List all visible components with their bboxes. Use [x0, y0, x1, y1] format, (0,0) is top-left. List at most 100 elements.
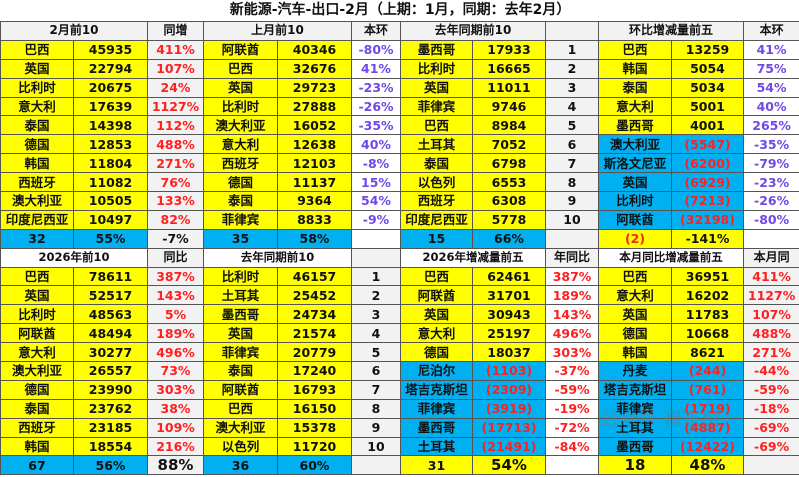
top-cell-pct: -8% [351, 153, 401, 174]
top-cell-value: 29723 [277, 77, 352, 98]
top-cell-pct: -26% [351, 96, 401, 117]
top-cell-rank: 2 [545, 58, 599, 79]
bottom-cell-value: 17240 [277, 361, 352, 381]
bottom-cell-pct: 387% [147, 266, 204, 287]
top-table-row: 英国 22794 107% 巴西 32676 41% 比利时 16665 2 韩国 5054 75% [0, 58, 799, 79]
bottom-cell-value: 15378 [277, 417, 352, 438]
bottom-rank-header-b: 去年同期前10 [203, 247, 352, 268]
top-cell-country: 西班牙 [0, 172, 74, 193]
top-cell-pct: -79% [742, 153, 799, 174]
bottom-cell-country: 德国 [0, 379, 74, 400]
bottom-cell-country: 英国 [0, 285, 74, 306]
top-cell-country: 土耳其 [400, 134, 473, 155]
bottom-cell-country: 西班牙 [0, 417, 74, 438]
top-summary-cell: 32 [0, 228, 74, 249]
top-cell-pct: -35% [351, 115, 401, 136]
bottom-cell-country: 澳大利亚 [203, 417, 278, 438]
bottom-cell-value: 8621 [671, 342, 744, 363]
top-cell-country: 以色列 [400, 172, 473, 193]
bottom-cell-pct: 4 [351, 323, 401, 344]
top-cell-value: 32676 [277, 58, 352, 79]
top-cell-country: 德国 [0, 134, 74, 155]
top-cell-pct: 41% [351, 58, 401, 79]
bottom-pct-header-a: 同比 [147, 247, 204, 268]
top-cell-pct: 54% [742, 77, 799, 98]
bottom-table-row: 澳大利亚 26557 73% 泰国 17240 6 尼泊尔 (1103) -37% 丹麦 (244)… [0, 361, 799, 381]
bottom-cell-value: 11720 [277, 436, 352, 457]
bottom-summary-row: 67 56% 88% 36 60% 31 54% 18 48% [0, 455, 799, 476]
top-cell-pct: 82% [147, 209, 204, 230]
top-cell-rank: 1 [545, 39, 599, 60]
top-cell-country: 泰国 [400, 153, 473, 174]
top-table-row: 泰国 14398 112% 澳大利亚 16052 -35% 巴西 8984 5 墨西哥 4001 26… [0, 115, 799, 136]
bottom-table-row: 意大利 30277 496% 菲律宾 20779 5 德国 18037 303% 韩国 8621 27… [0, 342, 799, 363]
bottom-cell-pct: 488% [742, 323, 799, 344]
bottom-cell-value: (12422) [671, 436, 744, 457]
top-cell-country: 澳大利亚 [203, 115, 278, 136]
top-cell-country: 巴西 [0, 39, 74, 60]
bottom-cell-rank: -72% [545, 417, 599, 438]
bottom-cell-pct: 496% [147, 342, 204, 363]
top-cell-country: 比利时 [400, 58, 473, 79]
bottom-cell-country: 尼泊尔 [400, 361, 473, 381]
bottom-cell-country: 澳大利亚 [0, 361, 74, 381]
top-table-row: 比利时 20675 24% 英国 29723 -23% 英国 11011 3 泰国 5034 54% [0, 77, 799, 98]
bottom-summary-cell: 67 [0, 455, 74, 476]
bottom-cell-pct: 271% [742, 342, 799, 363]
top-cell-value: 5034 [671, 77, 744, 98]
top-cell-country: 巴西 [598, 39, 672, 60]
top-cell-country: 泰国 [0, 115, 74, 136]
bottom-table-row: 泰国 23762 38% 巴西 16150 8 菲律宾 (3919) -19% 菲律宾 (1719)… [0, 398, 799, 419]
bottom-summary-cell: 36 [203, 455, 278, 476]
top-cell-value: 10497 [73, 209, 148, 230]
top-cell-country: 墨西哥 [598, 115, 672, 136]
top-pct-header-d: 本环 [742, 21, 799, 41]
bottom-cell-country: 塔吉克斯坦 [400, 379, 473, 400]
top-cell-pct: 265% [742, 115, 799, 136]
top-cell-value: 7052 [472, 134, 546, 155]
bottom-cell-value: (1103) [472, 361, 546, 381]
top-cell-rank: 4 [545, 96, 599, 117]
top-cell-pct: 112% [147, 115, 204, 136]
top-cell-value: 45935 [73, 39, 148, 60]
bottom-cell-pct: 411% [742, 266, 799, 287]
bottom-cell-pct: 1127% [742, 285, 799, 306]
bottom-cell-country: 巴西 [0, 266, 74, 287]
bottom-header-row: 2026年前10 同比 去年同期前10 2026年增减量前五 年同比 本月同比增减量前五本… [0, 247, 799, 268]
top-cell-country: 巴西 [203, 58, 278, 79]
top-cell-value: 12103 [277, 153, 352, 174]
top-cell-value: 40346 [277, 39, 352, 60]
bottom-cell-value: 16202 [671, 285, 744, 306]
top-cell-pct: -23% [351, 77, 401, 98]
top-summary-cell: -141% [671, 228, 744, 249]
bottom-cell-value: 16793 [277, 379, 352, 400]
bottom-summary-cell [351, 455, 401, 476]
top-cell-country: 西班牙 [203, 153, 278, 174]
bottom-cell-rank: 143% [545, 304, 599, 325]
page-title: 新能源-汽车-出口-2月（上期：1月，同期：去年2月） [0, 0, 799, 22]
bottom-cell-rank: 387% [545, 266, 599, 287]
top-cell-value: 12638 [277, 134, 352, 155]
top-cell-value: 16665 [472, 58, 546, 79]
bottom-cell-country: 英国 [598, 304, 672, 325]
bottom-table-row: 巴西 78611 387% 比利时 46157 1 巴西 62461 387% 巴西 36951 41… [0, 266, 799, 287]
top-cell-value: 22794 [73, 58, 148, 79]
bottom-cell-pct: -69% [742, 417, 799, 438]
top-cell-value: 14398 [73, 115, 148, 136]
bottom-cell-value: 18037 [472, 342, 546, 363]
bottom-cell-pct: 107% [742, 304, 799, 325]
top-cell-country: 比利时 [0, 77, 74, 98]
bottom-cell-value: 16150 [277, 398, 352, 419]
top-cell-value: (6929) [671, 172, 744, 193]
bottom-table-row: 阿联酋 48494 189% 英国 21574 4 意大利 25197 496% 德国 10668 4… [0, 323, 799, 344]
top-cell-country: 澳大利亚 [598, 134, 672, 155]
bottom-table-row: 德国 23990 303% 阿联酋 16793 7 塔吉克斯坦 (2309) -59% 塔吉克斯坦… [0, 379, 799, 400]
bottom-cell-country: 巴西 [598, 266, 672, 287]
top-cell-value: 20675 [73, 77, 148, 98]
top-cell-country: 斯洛文尼亚 [598, 153, 672, 174]
bottom-cell-country: 墨西哥 [400, 417, 473, 438]
top-cell-pct: 40% [742, 96, 799, 117]
top-summary-row: 32 55% -7% 35 58% 15 66% (2) -141% [0, 228, 799, 249]
bottom-cell-pct: 7 [351, 379, 401, 400]
bottom-cell-value: (4887) [671, 417, 744, 438]
